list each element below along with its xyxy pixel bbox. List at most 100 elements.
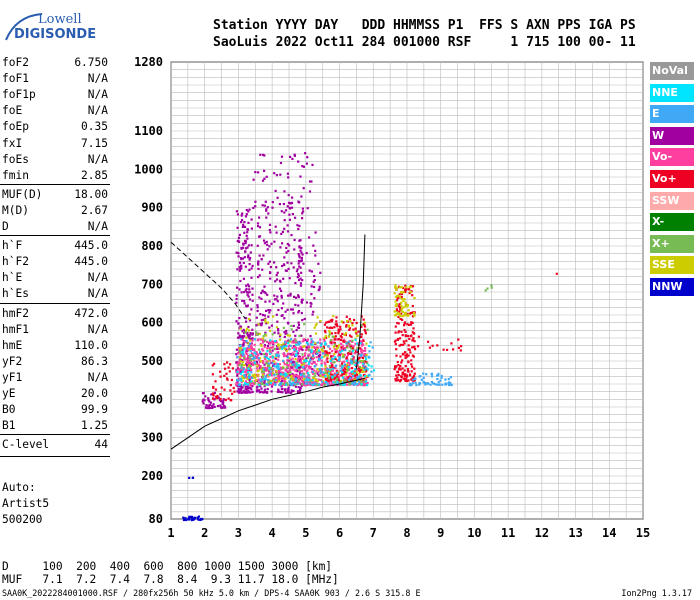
echo-point: [436, 344, 439, 347]
echo-point: [238, 334, 241, 337]
echo-point: [332, 345, 336, 348]
echo-point: [277, 308, 280, 312]
echo-point: [342, 383, 345, 387]
echo-point: [290, 376, 293, 379]
echo-point: [245, 320, 248, 323]
echo-point: [247, 210, 250, 213]
echo-point: [411, 339, 414, 342]
echo-point: [326, 357, 329, 360]
echo-point: [244, 240, 248, 243]
echo-point: [264, 366, 267, 369]
echo-point: [243, 377, 246, 380]
echo-point: [335, 338, 338, 341]
echo-point: [400, 291, 403, 294]
echo-point: [362, 349, 365, 353]
echo-point: [275, 231, 278, 234]
echo-point: [406, 312, 409, 315]
echo-point: [289, 358, 292, 361]
echo-point: [250, 371, 253, 374]
echo-point: [251, 264, 254, 267]
echo-point: [272, 379, 275, 382]
param-row: foEs N/A: [2, 153, 108, 169]
echo-point: [306, 348, 309, 351]
param-name: fxI: [2, 136, 23, 150]
echo-point: [440, 376, 443, 379]
echo-point: [275, 313, 278, 316]
echo-point: [210, 393, 213, 396]
echo-point: [261, 338, 264, 341]
echo-point: [239, 356, 242, 359]
echo-point: [263, 285, 266, 288]
echo-point: [258, 216, 261, 219]
param-row: yF1 N/A: [2, 371, 108, 387]
echo-point: [344, 332, 348, 335]
echo-point: [315, 363, 318, 366]
echo-point: [261, 290, 264, 293]
echo-point: [306, 382, 309, 385]
echo-point: [282, 359, 285, 362]
echo-point: [314, 231, 317, 234]
param-value: 472.0: [74, 306, 108, 320]
echo-point: [236, 361, 239, 364]
echo-point: [293, 350, 296, 353]
echo-point: [359, 340, 363, 343]
echo-point: [358, 347, 362, 350]
echo-point: [316, 368, 319, 371]
echo-point: [351, 355, 354, 358]
echo-point: [287, 201, 291, 204]
echo-point: [264, 331, 267, 334]
echo-point: [267, 262, 270, 265]
echo-point: [351, 324, 354, 327]
echo-point: [244, 385, 247, 389]
echo-point: [313, 285, 316, 289]
echo-point: [215, 397, 218, 400]
echo-point: [436, 378, 439, 381]
param-name: D: [2, 220, 9, 233]
echo-point: [397, 322, 400, 325]
echo-point: [249, 256, 252, 260]
echo-point: [212, 394, 215, 397]
echo-point: [351, 339, 354, 342]
echo-point: [351, 362, 354, 365]
echo-point: [296, 276, 299, 279]
x-tick-label: 11: [501, 526, 515, 540]
y-tick-label: 900: [141, 201, 163, 215]
echo-point: [404, 311, 407, 315]
echo-point: [430, 372, 433, 376]
param-row: D N/A: [2, 220, 108, 236]
echo-point: [352, 345, 355, 348]
echo-point: [362, 379, 365, 382]
echo-point: [340, 362, 344, 365]
echo-point: [282, 352, 285, 356]
param-value: N/A: [87, 271, 108, 285]
echo-point: [277, 328, 280, 331]
echo-point: [328, 364, 331, 367]
echo-point: [251, 339, 254, 342]
echo-point: [331, 318, 334, 321]
echo-point: [240, 264, 243, 267]
echo-point: [309, 335, 312, 338]
echo-point: [292, 363, 295, 366]
echo-point: [350, 360, 353, 363]
echo-point: [251, 328, 254, 331]
echo-point: [300, 251, 303, 254]
echo-point: [297, 343, 300, 346]
echo-point: [270, 346, 273, 349]
echo-point: [297, 227, 300, 231]
echo-point: [268, 359, 271, 362]
echo-point: [410, 370, 413, 373]
echo-point: [341, 332, 344, 335]
echo-point: [243, 357, 246, 360]
x-tick-label: 4: [269, 526, 276, 540]
echo-point: [311, 379, 314, 382]
echo-point: [254, 373, 257, 376]
echo-point: [398, 367, 401, 370]
echo-point: [411, 331, 414, 334]
echo-point: [268, 260, 271, 263]
echo-point: [269, 370, 272, 373]
echo-point: [254, 200, 257, 203]
echo-point: [341, 371, 344, 374]
echo-point: [285, 349, 288, 353]
echo-point: [296, 364, 299, 367]
